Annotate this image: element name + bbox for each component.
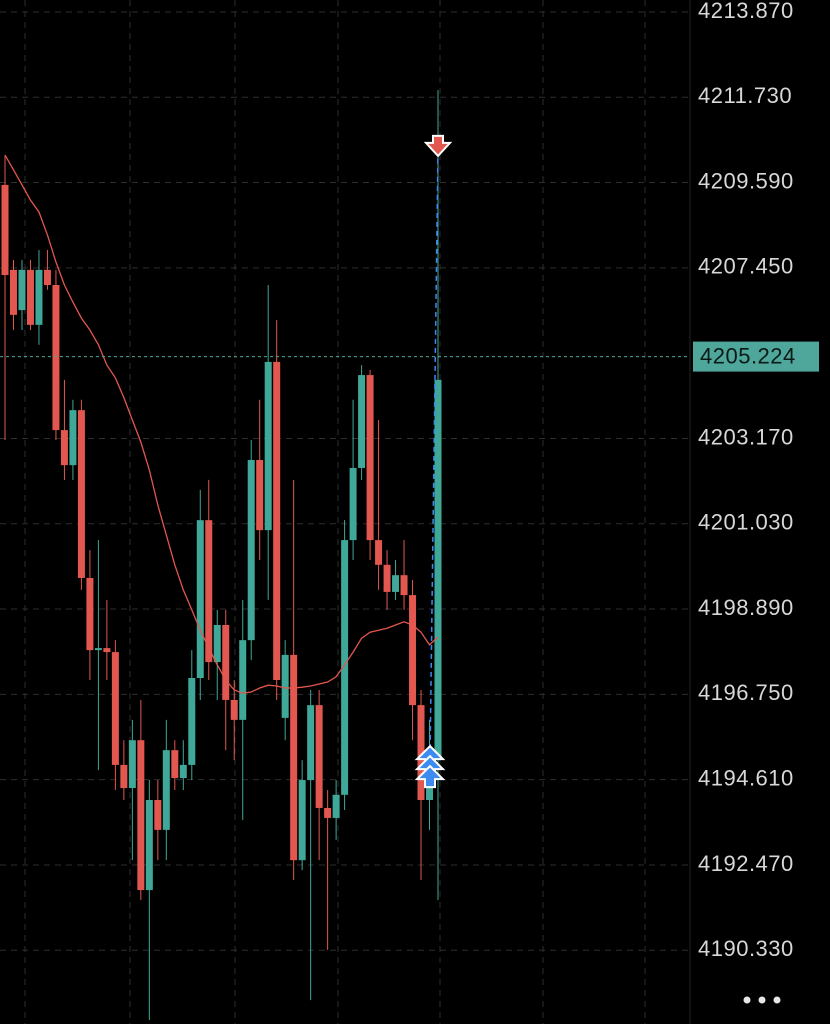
candle-body (35, 269, 43, 325)
candle-body (222, 625, 230, 700)
candle-body (298, 780, 306, 861)
candle-body (26, 269, 34, 325)
candle-body (239, 640, 247, 720)
candle-body (120, 764, 128, 789)
candles (1, 90, 442, 1021)
candle-body (18, 269, 26, 311)
candle-body (213, 625, 221, 663)
candle-body (103, 648, 111, 653)
candle-body (349, 467, 357, 541)
candle-body (332, 794, 340, 818)
candle-body (171, 750, 179, 779)
candle-body (145, 799, 153, 891)
candle-body (205, 520, 213, 663)
candle-body (264, 361, 272, 531)
y-tick-label: 4201.030 (698, 510, 794, 535)
y-tick-label: 4211.730 (698, 83, 792, 108)
candle-body (434, 379, 442, 761)
candle-body (375, 540, 383, 565)
y-tick-label: 4203.170 (698, 424, 794, 449)
candle-body (43, 269, 51, 285)
candle-body (392, 575, 400, 592)
candle-body (281, 654, 289, 718)
y-tick-label: 4190.330 (698, 936, 794, 961)
candle-body (162, 750, 170, 830)
y-tick-label: 4196.750 (698, 680, 794, 705)
candle-body (307, 705, 315, 781)
candle-body (358, 375, 366, 468)
candle-body (128, 740, 136, 789)
sell-marker (423, 134, 453, 158)
buy-marker (414, 764, 446, 789)
candle-body (60, 430, 68, 466)
candle-body (341, 540, 349, 795)
candle-body (417, 705, 425, 800)
y-tick-label: 4192.470 (698, 851, 794, 876)
candle-body (324, 807, 332, 818)
candle-body (154, 799, 162, 830)
y-tick-label: 4207.450 (698, 254, 794, 279)
candle-body (9, 269, 17, 315)
candle-body (86, 577, 94, 651)
menu-dot[interactable] (773, 996, 781, 1004)
candle-body (409, 595, 417, 706)
trade-link-line (429, 149, 439, 761)
candle-body (94, 648, 102, 651)
candle-body (52, 284, 60, 431)
more-menu[interactable] (743, 996, 781, 1004)
candle-body (77, 410, 85, 578)
candle-body (400, 575, 408, 596)
y-tick-label: 4213.870 (698, 0, 794, 23)
candle-body (383, 564, 391, 592)
candle-body (290, 654, 298, 861)
time-grid (24, 0, 646, 1024)
candle-body (69, 410, 77, 466)
current-price-box (693, 341, 819, 372)
menu-dot[interactable] (758, 996, 766, 1004)
candle-body (179, 764, 187, 779)
current-price-label: 4205.224 (700, 343, 796, 368)
candle-body (111, 652, 119, 765)
y-tick-label: 4209.590 (698, 168, 794, 193)
moving-average-line (4, 154, 439, 694)
candle-body (315, 705, 323, 808)
candle-body (188, 678, 196, 765)
y-tick-label: 4198.890 (698, 595, 794, 620)
candle-body (196, 520, 204, 679)
candle-body (137, 740, 145, 891)
candle-body (256, 459, 264, 531)
candle-body (1, 184, 9, 276)
menu-dot[interactable] (743, 996, 751, 1004)
candle-body (366, 375, 374, 541)
candle-body (230, 699, 238, 720)
candle-body (273, 361, 281, 681)
candle-body (247, 459, 255, 641)
y-tick-label: 4194.610 (698, 765, 794, 790)
